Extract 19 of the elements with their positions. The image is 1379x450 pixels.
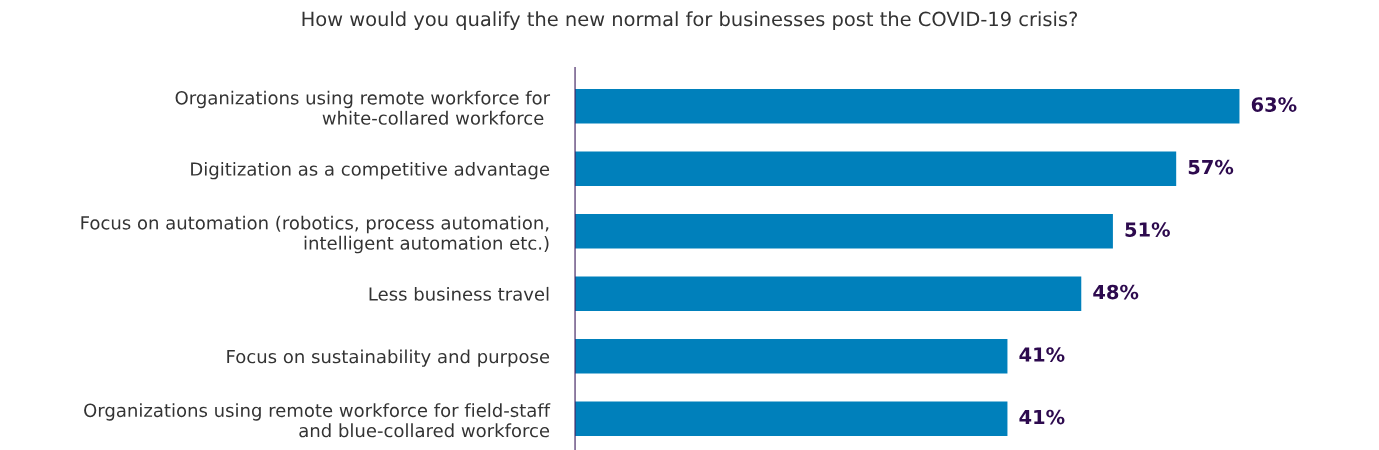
- y-tick-label: Organizations using remote workforce for field-staff and blue-collared workforce: [84, 403, 551, 438]
- y-tick-label: Organizations using remote workforce for white-collared workforce: [175, 90, 551, 125]
- bar: [575, 401, 1008, 436]
- y-tick-label: Digitization as a competitive advantage: [191, 161, 550, 180]
- data-label: 41%: [1019, 409, 1065, 425]
- chart-title: How would you qualify the new normal for businesses post the COVID-19 crisis?: [302, 11, 1077, 31]
- y-tick-label: Focus on automation (robotics, process automation, intelligent automation etc.): [81, 215, 549, 254]
- data-label: 51%: [1125, 222, 1170, 237]
- data-label: 63%: [1251, 97, 1297, 112]
- bar: [575, 151, 1177, 186]
- y-tick-label: Less business travel: [369, 286, 549, 301]
- data-label: 48%: [1093, 284, 1139, 300]
- bar: [575, 89, 1240, 124]
- bar: [575, 276, 1082, 311]
- data-label: 57%: [1188, 159, 1234, 175]
- bar: [575, 214, 1113, 249]
- bar: [575, 339, 1008, 374]
- y-tick-label: Focus on sustainability and purpose: [227, 349, 550, 367]
- data-label: 41%: [1019, 347, 1065, 362]
